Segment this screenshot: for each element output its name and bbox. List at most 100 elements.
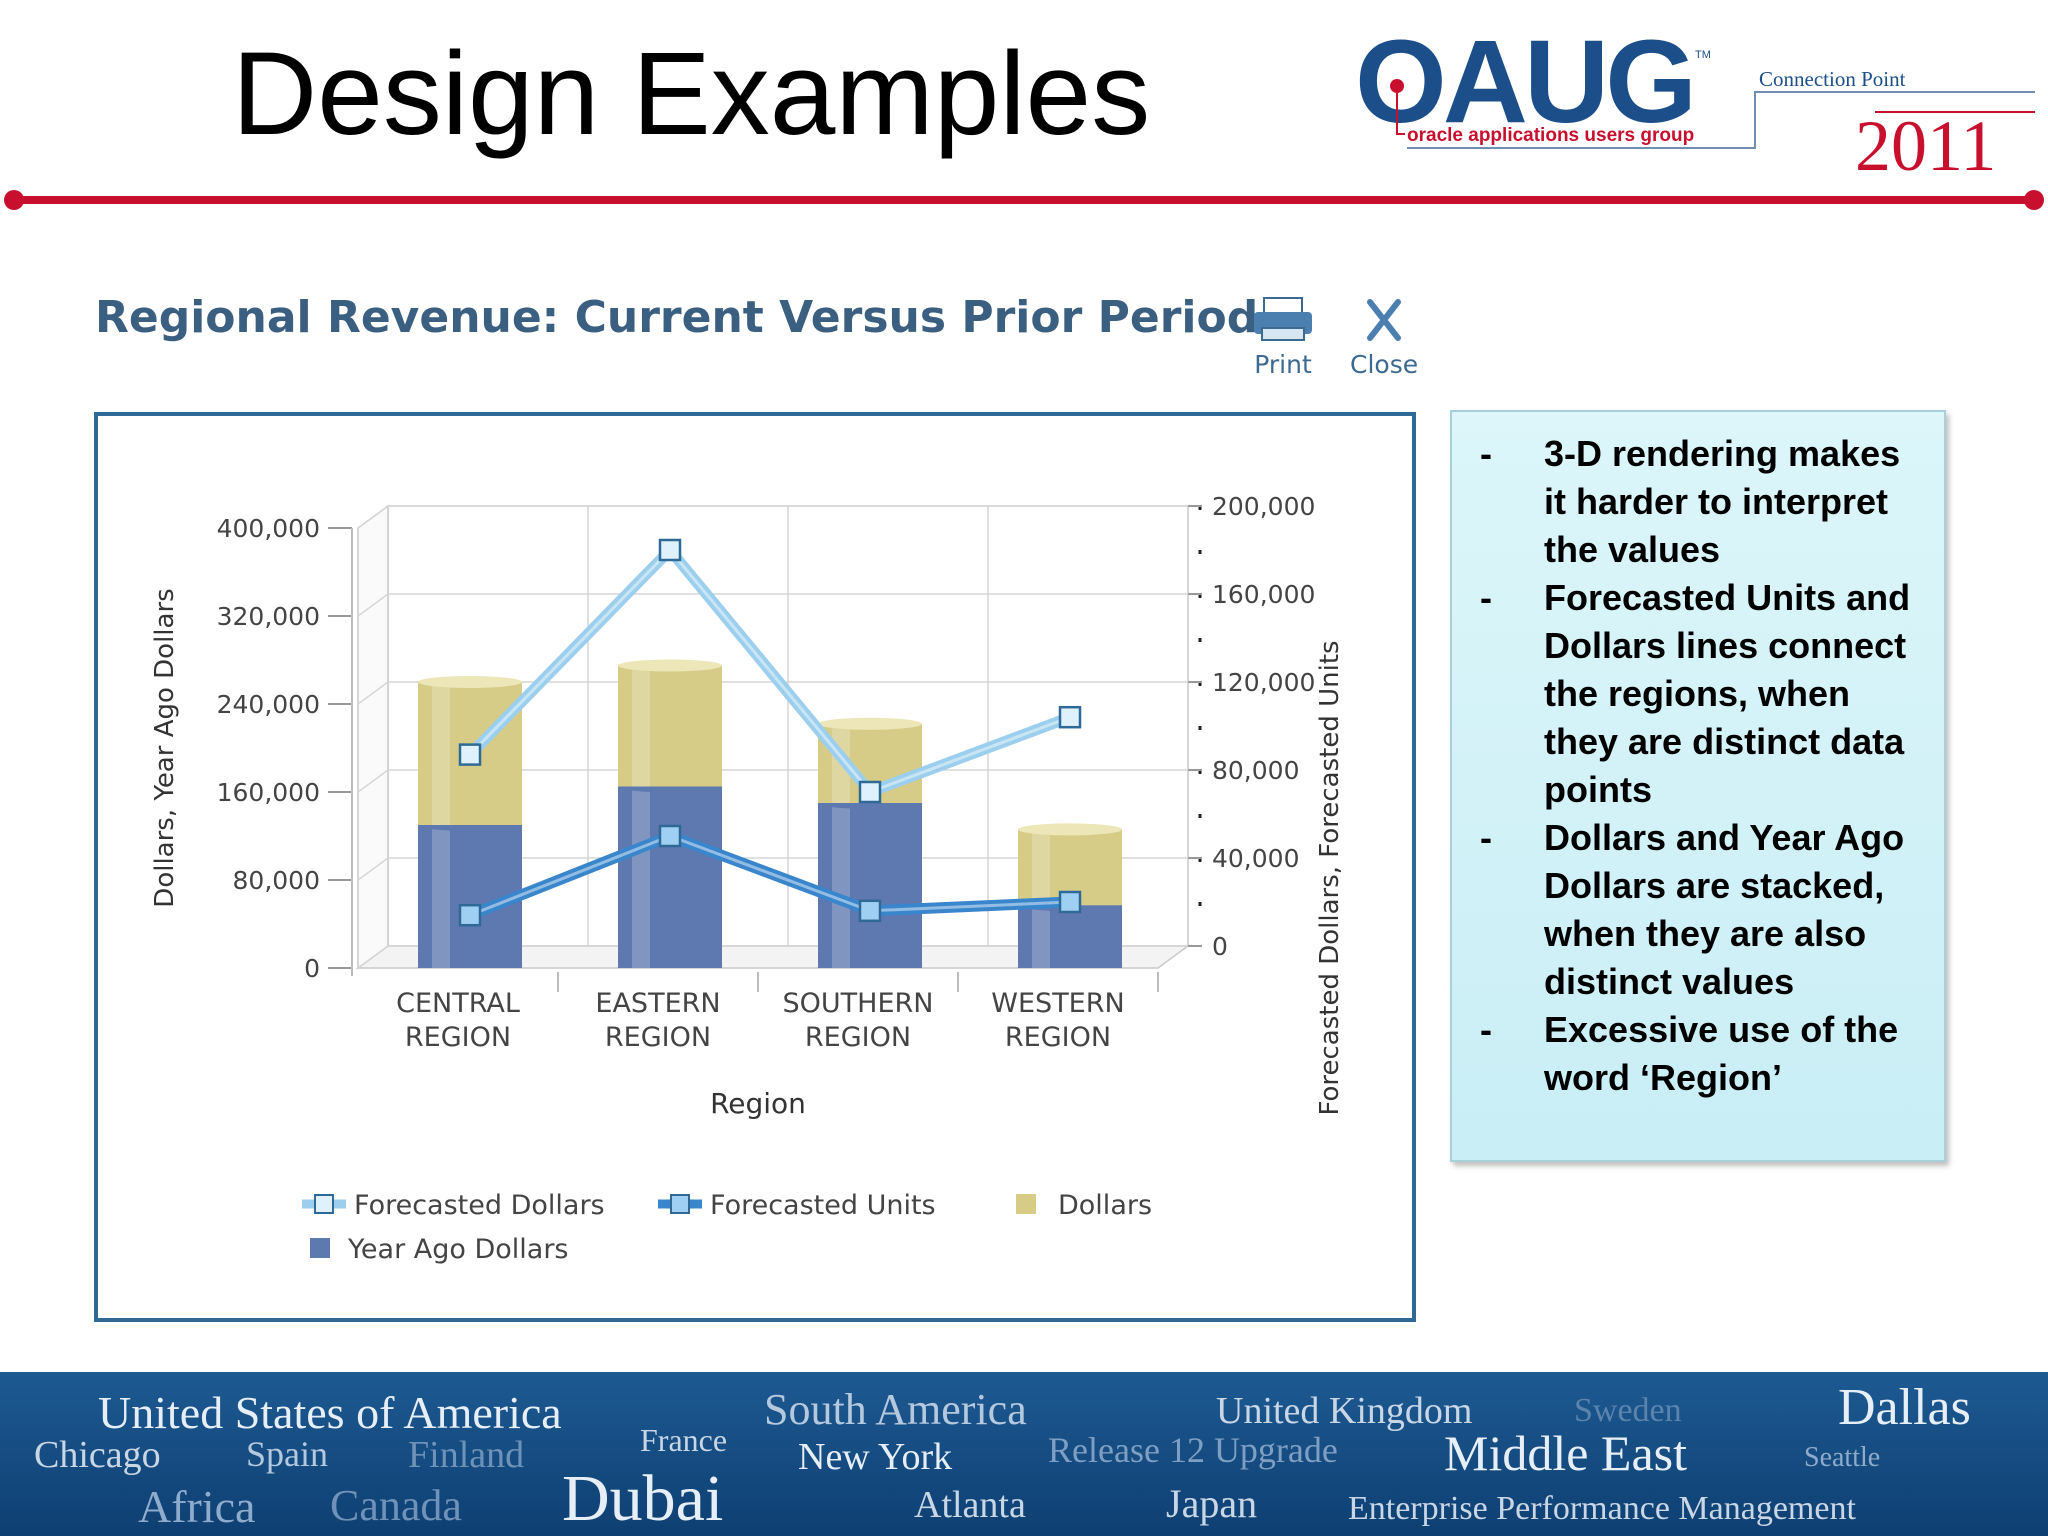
footer-word: France (640, 1422, 728, 1458)
note-dash: - (1480, 817, 1492, 858)
category-label: WESTERN (991, 988, 1124, 1019)
footer-word: United States of America (98, 1387, 562, 1438)
category-label: EASTERN (595, 988, 720, 1019)
footer-word: Chicago (34, 1434, 161, 1476)
category-label: REGION (405, 1022, 511, 1053)
right-axis-tick-label: 200,000 (1212, 492, 1315, 521)
close-button[interactable]: Close (1350, 296, 1418, 379)
note-text: Forecasted Units and Dollars lines conne… (1544, 577, 1911, 810)
series-point (458, 903, 482, 927)
print-button[interactable]: Print (1250, 296, 1316, 379)
slide-title: Design Examples (232, 28, 1151, 160)
note-text: Excessive use of the word ‘Region’ (1544, 1009, 1899, 1098)
footer-word: Sweden (1574, 1392, 1682, 1429)
close-icon (1367, 299, 1402, 341)
grid-line (357, 945, 389, 969)
legend-label: Forecasted Dollars (354, 1190, 605, 1221)
footer-word: Enterprise Performance Management (1348, 1490, 1856, 1527)
legend-marker (314, 1194, 334, 1214)
note-dash: - (1480, 1009, 1492, 1050)
category-label: REGION (805, 1022, 911, 1053)
logo-frame-line (1407, 91, 2035, 149)
series-point (658, 824, 682, 848)
note-item: - Excessive use of the word ‘Region’ (1468, 1006, 1928, 1102)
legend-marker (670, 1194, 690, 1214)
bar-segment (418, 819, 522, 968)
legend-label: Year Ago Dollars (347, 1234, 568, 1265)
grid-line (357, 681, 389, 705)
series-line (467, 830, 1071, 921)
note-item: - 3-D rendering makes it harder to inter… (1468, 430, 1928, 574)
footer-word: Spain (246, 1434, 329, 1474)
printer-icon (1254, 297, 1312, 341)
note-item: - Dollars and Year Ago Dollars are stack… (1468, 814, 1928, 1006)
left-axis-title: Dollars, Year Ago Dollars (150, 588, 180, 907)
chart-frame: 0 80,000 160,000 240,000 320,000 400,000 0 40,0… (94, 412, 1416, 1322)
series-line-highlight (468, 547, 1071, 794)
series-point (858, 780, 882, 804)
side-wall (357, 504, 389, 970)
left-axis-tick-label: 160,000 (217, 778, 320, 807)
right-axis-tick-label: 160,000 (1212, 580, 1315, 609)
x-axis-title: Region (710, 1087, 806, 1120)
note-dash: - (1480, 433, 1492, 474)
note-text: 3-D rendering makes it harder to interpr… (1544, 433, 1901, 570)
bar-segment (818, 797, 922, 968)
right-axis-tick-label: 120,000 (1212, 668, 1315, 697)
footer-word: Release 12 Upgrade (1048, 1430, 1338, 1470)
grid-line (357, 769, 389, 793)
category-label: REGION (1005, 1022, 1111, 1053)
print-label: Print (1254, 350, 1312, 379)
left-axis-tick-label: 320,000 (217, 602, 320, 631)
left-axis-tick-label: 240,000 (217, 690, 320, 719)
header-rule (14, 196, 2034, 204)
legend-swatch (1016, 1194, 1036, 1214)
footer-word: Finland (408, 1434, 525, 1476)
left-axis-tick-label: 0 (304, 954, 320, 983)
logo-tagline: oracle applications users group (1407, 125, 1694, 146)
logo-event: Connection Point (1759, 67, 1906, 91)
rule-dot-right (2024, 190, 2044, 210)
left-axis-tick-label: 400,000 (217, 514, 320, 543)
logo-connector (1396, 86, 1405, 135)
bar-segment (618, 780, 722, 968)
notes-box: - 3-D rendering makes it harder to inter… (1450, 410, 1946, 1162)
grid-line (357, 593, 389, 617)
note-text: Dollars and Year Ago Dollars are stacked… (1544, 817, 1905, 1002)
footer-banner: United States of America South America U… (0, 1372, 2048, 1536)
series-point (658, 538, 682, 562)
legend-swatch (310, 1238, 330, 1258)
footer-word: Dubai (562, 1462, 724, 1535)
footer-word: New York (798, 1436, 953, 1478)
close-label: Close (1350, 350, 1419, 379)
oaug-logo: OAUG TM oracle applications users group … (1355, 30, 2035, 180)
category-label: REGION (605, 1022, 711, 1053)
footer-word: United Kingdom (1216, 1390, 1473, 1432)
series-point (1058, 705, 1082, 729)
left-axis-tick-label: 80,000 (233, 866, 320, 895)
series-point (858, 899, 882, 923)
footer-word: Atlanta (914, 1484, 1026, 1526)
right-axis-tick-label: 40,000 (1212, 844, 1299, 873)
footer-word: Middle East (1444, 1425, 1688, 1481)
grid-line (357, 857, 389, 881)
grid-line (357, 505, 389, 529)
logo-brand: OAUG (1355, 30, 1693, 148)
note-item: - Forecasted Units and Dollars lines con… (1468, 574, 1928, 814)
series-line (466, 544, 1072, 798)
right-axis-tick-label: 80,000 (1212, 756, 1299, 785)
legend-label: Dollars (1058, 1190, 1152, 1221)
report-title: Regional Revenue: Current Versus Prior P… (95, 292, 1259, 343)
category-label: CENTRAL (396, 988, 520, 1019)
footer-word: Africa (138, 1481, 256, 1532)
footer-word: Canada (330, 1481, 462, 1530)
category-label: SOUTHERN (783, 988, 934, 1019)
series-line-highlight (469, 834, 1071, 917)
footer-word: South America (764, 1385, 1027, 1434)
footer-word: Japan (1166, 1481, 1258, 1526)
footer-word: Dallas (1838, 1379, 1971, 1436)
logo-year: 2011 (1855, 106, 1996, 180)
revenue-chart: 0 80,000 160,000 240,000 320,000 400,000 0 40,0… (150, 492, 1345, 1265)
series-point (1058, 890, 1082, 914)
series-point (458, 743, 482, 766)
